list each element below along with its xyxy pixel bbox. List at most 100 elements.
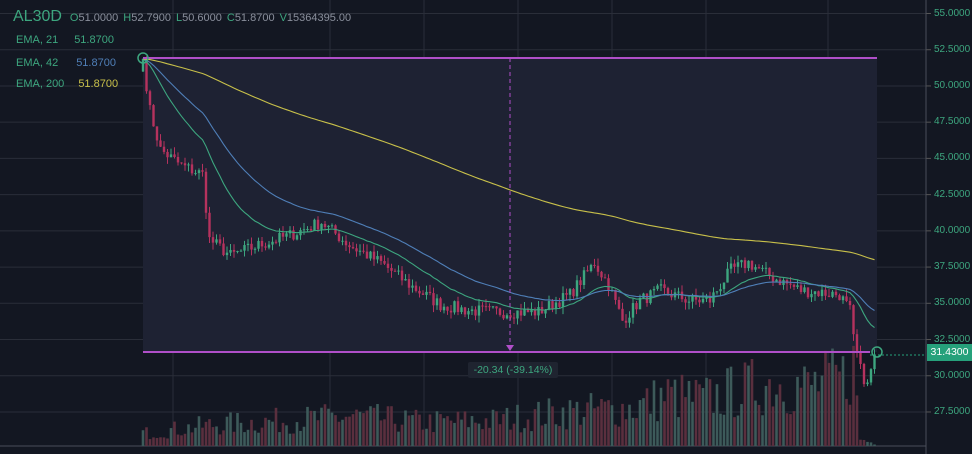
volume-bar <box>397 431 400 446</box>
candle-body <box>467 311 470 315</box>
volume-bar <box>281 422 285 446</box>
candle-body <box>810 294 813 298</box>
candle-body <box>796 285 799 287</box>
ema200-line <box>142 58 875 261</box>
candle-body <box>474 309 477 316</box>
candle-body <box>617 299 621 309</box>
volume-bar <box>400 424 404 446</box>
volume-bar <box>488 427 491 446</box>
candle-body <box>208 212 211 238</box>
volume-bar <box>680 374 684 446</box>
candle-body <box>603 277 607 279</box>
candle-body <box>271 241 274 245</box>
candle-body <box>292 230 295 240</box>
candle-body <box>432 293 435 306</box>
volume-bar <box>785 413 789 446</box>
volume-bar <box>656 421 659 446</box>
ema42-line <box>142 58 875 311</box>
candle-body <box>806 287 810 298</box>
candle-body <box>635 303 638 310</box>
candle-body <box>642 293 645 298</box>
volume-bar <box>435 411 439 446</box>
candle-body <box>155 126 159 141</box>
candle-body <box>663 284 666 289</box>
candle-body <box>750 260 754 270</box>
candle-body <box>645 293 649 304</box>
volume-bar <box>449 420 453 446</box>
volume-bar <box>341 419 344 446</box>
volume-bar <box>782 401 785 446</box>
candle-body <box>491 306 495 308</box>
candle-body <box>691 295 694 302</box>
candle-body <box>512 317 516 319</box>
candle-body <box>586 270 589 272</box>
candle-body <box>670 293 673 298</box>
candle-body <box>141 58 145 72</box>
candle-body <box>442 306 446 311</box>
volume-bar <box>705 377 708 446</box>
candle-body <box>834 291 838 296</box>
candle-body <box>589 264 593 271</box>
price-tick-label: 45.0000 <box>934 152 971 164</box>
ema21-legend[interactable]: EMA, 21 51.8700 <box>16 34 114 46</box>
low-label: L <box>175 12 183 24</box>
volume-bar <box>463 411 467 446</box>
candle-body <box>817 291 820 297</box>
candle-body <box>638 297 642 310</box>
volume-bar <box>372 407 376 446</box>
candle-body <box>456 301 460 313</box>
candle-body <box>775 279 778 282</box>
volume-bar <box>806 372 810 446</box>
volume-bar <box>187 424 190 446</box>
candle-body <box>792 284 796 287</box>
candle-body <box>859 352 862 364</box>
candle-body <box>376 256 379 260</box>
volume-bar <box>684 397 687 446</box>
candle-body <box>551 301 554 310</box>
volume-bar <box>309 410 313 446</box>
volume-bar <box>467 427 470 446</box>
volume-bar <box>260 427 264 446</box>
candle-body <box>278 232 281 243</box>
candle-body <box>239 250 243 252</box>
ema42-legend[interactable]: EMA, 42 51.8700 <box>16 57 116 69</box>
candle-body <box>197 170 201 174</box>
volume-bar <box>386 406 390 446</box>
volume-bar <box>834 364 838 446</box>
candle-body <box>229 249 232 253</box>
candle-body <box>747 260 750 269</box>
candle-body <box>246 243 250 246</box>
volume-bar <box>194 427 197 446</box>
candle-body <box>505 315 509 319</box>
candle-body <box>771 276 775 282</box>
volume-bar <box>313 410 316 446</box>
volume-bar <box>474 422 477 446</box>
volume-bar <box>442 418 446 446</box>
volume-bar <box>628 404 631 446</box>
volume-bar <box>215 426 218 446</box>
volume-bar <box>740 404 743 446</box>
volume-bar <box>236 413 239 446</box>
candle-body <box>362 250 365 252</box>
volume-bar <box>229 412 232 446</box>
volume-bar <box>659 387 663 446</box>
volume-bar <box>470 416 474 446</box>
volume-bar <box>355 409 358 446</box>
volume-bar <box>747 365 750 446</box>
candle-body <box>855 334 859 353</box>
candle-body <box>754 267 757 270</box>
volume-bar <box>537 401 540 446</box>
candle-body <box>463 307 467 315</box>
candle-body <box>446 306 449 311</box>
candle-body <box>236 251 239 253</box>
candle-body <box>544 309 547 314</box>
ema42-value: 51.8700 <box>76 57 116 69</box>
volume-bar <box>509 429 512 446</box>
volume-bar <box>512 423 516 446</box>
candle-body <box>306 228 309 230</box>
ema200-legend[interactable]: EMA, 200 51.8700 <box>16 78 118 90</box>
price-tick-label: 35.0000 <box>934 297 971 309</box>
volume-bar <box>166 438 169 446</box>
